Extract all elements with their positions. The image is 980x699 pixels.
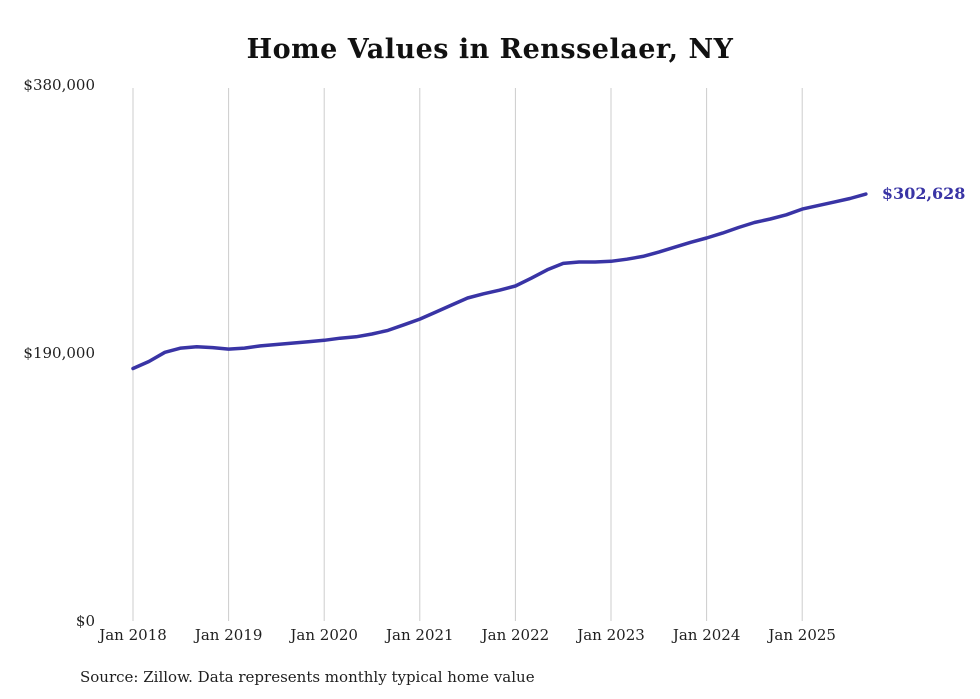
x-axis-tick-label: Jan 2020 (288, 626, 358, 644)
x-axis-tick-label: Jan 2021 (384, 626, 454, 644)
chart-title: Home Values in Rensselaer, NY (246, 34, 734, 65)
source-note: Source: Zillow. Data represents monthly … (80, 668, 535, 686)
x-axis-tick-label: Jan 2024 (671, 626, 741, 644)
x-axis-tick-label: Jan 2023 (575, 626, 645, 644)
y-axis-tick-label: $380,000 (23, 76, 95, 94)
home-value-series-line (131, 192, 868, 371)
x-axis-tick-label: Jan 2019 (193, 626, 263, 644)
x-axis-tick-label: Jan 2018 (97, 626, 167, 644)
y-axis-tick-label: $190,000 (23, 344, 95, 362)
x-axis-tick-label: Jan 2022 (480, 626, 550, 644)
x-axis-tick-label: Jan 2025 (766, 626, 836, 644)
latest-value-label: $302,628 (882, 184, 966, 203)
y-axis-tick-label: $0 (76, 612, 95, 630)
